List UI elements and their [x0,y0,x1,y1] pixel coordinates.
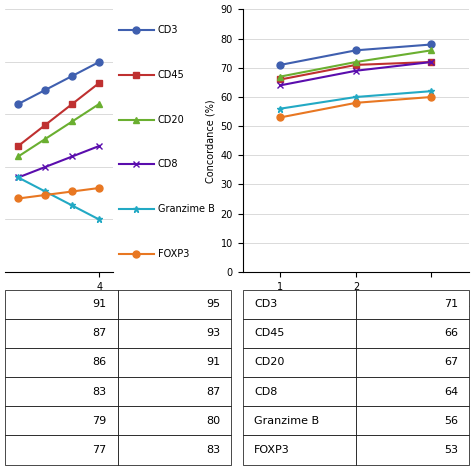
Text: Granzime B: Granzime B [158,204,215,214]
Text: CD45: CD45 [158,70,184,80]
Text: CD8: CD8 [158,159,178,169]
Text: FOXP3: FOXP3 [158,249,189,259]
Text: CD20: CD20 [158,115,184,125]
Text: CD3: CD3 [158,26,178,36]
Y-axis label: Concordance (%): Concordance (%) [205,99,215,182]
Text: Number of T: Number of T [413,306,469,315]
